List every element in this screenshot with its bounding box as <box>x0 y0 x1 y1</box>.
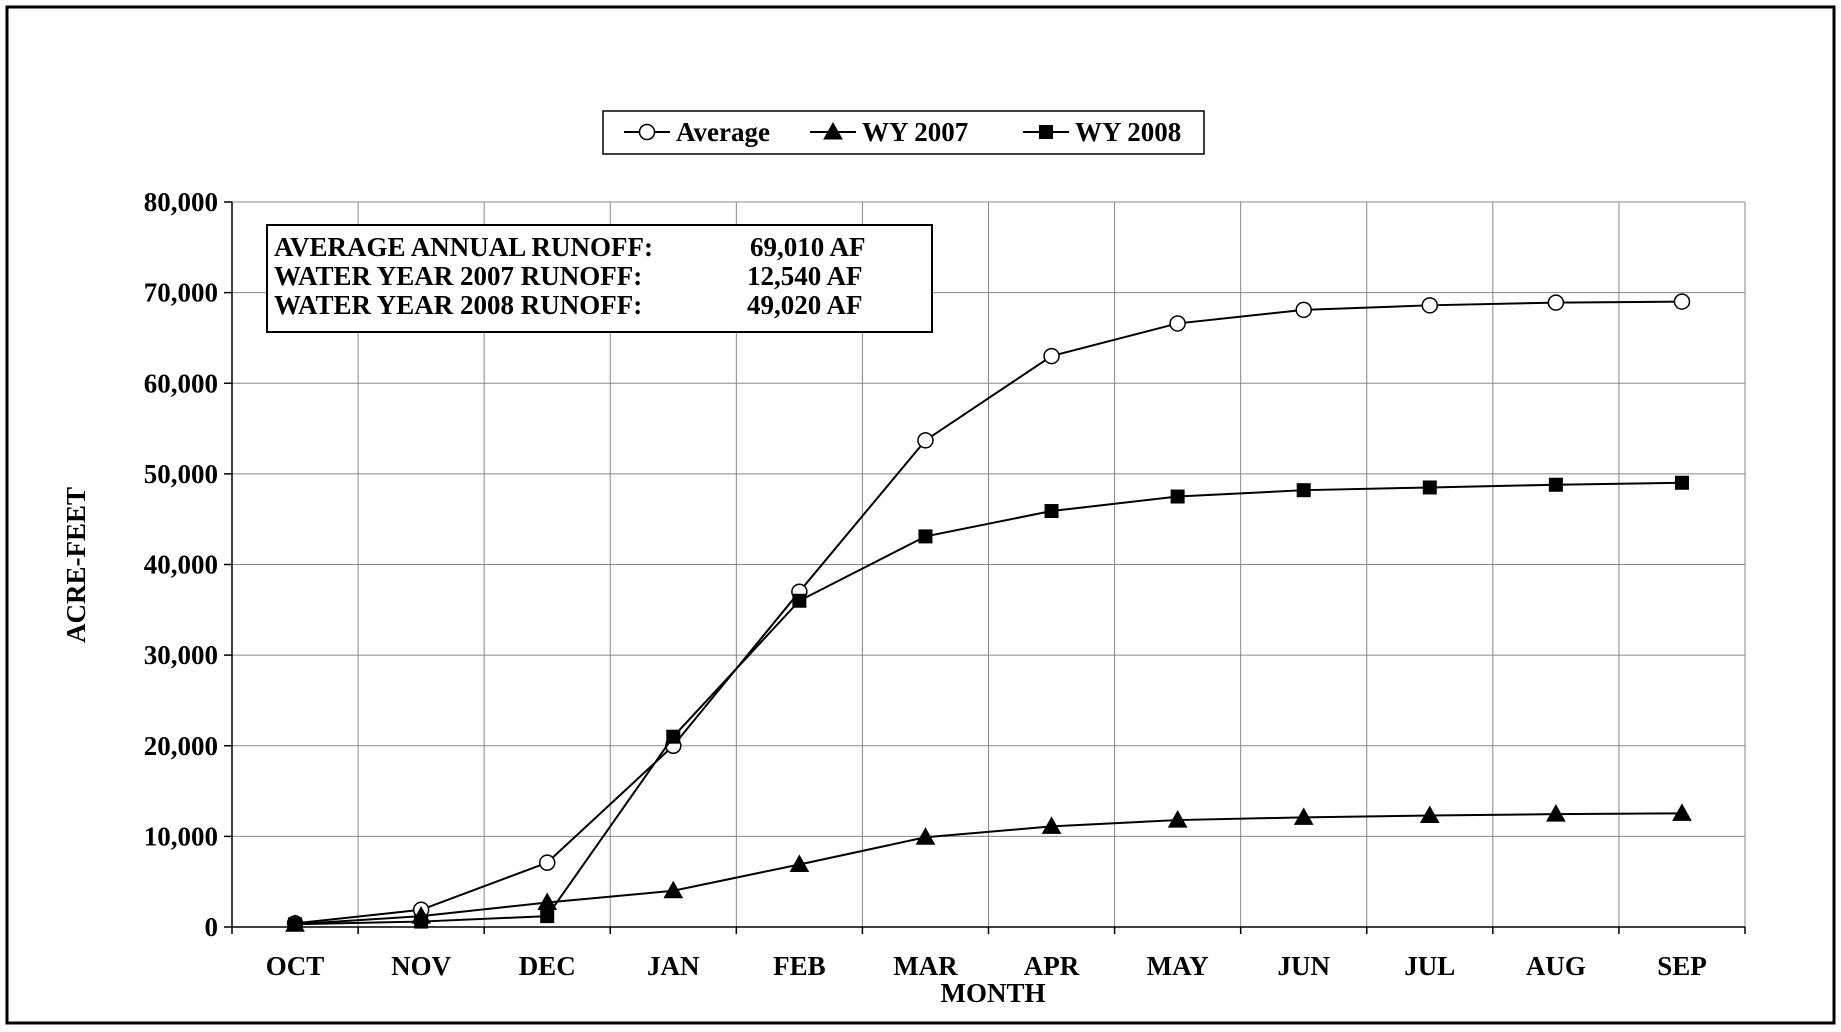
y-tick-label: 70,000 <box>144 278 218 308</box>
x-tick-label: JAN <box>647 951 700 981</box>
y-tick-label: 10,000 <box>144 821 218 851</box>
data-point <box>663 880 684 899</box>
x-tick-label: MAR <box>893 951 958 981</box>
series-line <box>294 300 1682 925</box>
data-point <box>540 909 555 924</box>
y-tick-label: 50,000 <box>144 459 218 489</box>
x-tick-label: NOV <box>391 951 452 981</box>
legend-marker <box>638 123 656 141</box>
data-point <box>1295 301 1312 319</box>
y-tick-label: 20,000 <box>144 731 218 761</box>
x-tick-label: JUN <box>1277 951 1330 981</box>
series-wy-2007 <box>285 803 1692 932</box>
y-tick-label: 60,000 <box>144 368 218 398</box>
data-point <box>1548 477 1563 492</box>
x-tick-label: FEB <box>773 951 826 981</box>
data-point <box>288 917 303 932</box>
data-point <box>1169 315 1186 332</box>
data-point <box>1547 294 1565 311</box>
x-tick-label: OCT <box>266 951 325 981</box>
data-point <box>1043 347 1060 365</box>
y-tick-labels: 0 10,000 20,000 30,000 40,000 50,000 60,000 70,… <box>144 187 218 942</box>
data-point <box>1422 480 1437 495</box>
data-point <box>792 593 807 608</box>
y-axis-title: ACRE-FEET <box>61 487 91 643</box>
grid <box>232 201 1746 927</box>
data-point <box>1672 803 1692 821</box>
annotation-label-wy2007: WATER YEAR 2007 RUNOFF: <box>274 261 642 291</box>
legend-label: Average <box>676 117 770 147</box>
series-line <box>295 481 1682 926</box>
data-point <box>1674 475 1689 490</box>
x-axis-title: MONTH <box>941 978 1046 1008</box>
x-tick-label: APR <box>1024 951 1080 981</box>
data-point <box>1546 804 1566 822</box>
data-point <box>1167 810 1188 828</box>
data-point <box>789 854 810 872</box>
series-group <box>285 293 1692 932</box>
runoff-annotation: AVERAGE ANNUAL RUNOFF: 69,010 AF WATER Y… <box>266 224 933 333</box>
x-tick-labels: OCT NOV DEC JAN FEB MAR APR MAY JUN JUL AUG SEP <box>266 951 1707 981</box>
legend-label: WY 2008 <box>1075 117 1181 147</box>
x-tick-label: DEC <box>519 951 576 981</box>
x-tick-label: AUG <box>1526 951 1586 981</box>
legend-marker <box>823 121 843 140</box>
data-point <box>666 729 681 744</box>
x-tick-label: SEP <box>1657 951 1707 981</box>
annotation-value-wy2007: 12,540 AF <box>747 261 863 291</box>
y-tick-label: 40,000 <box>144 550 218 580</box>
data-point <box>1419 805 1440 824</box>
legend-item-wy-2008: WY 2008 <box>1023 117 1181 147</box>
legend-label: WY 2007 <box>862 117 968 147</box>
data-point <box>915 827 936 845</box>
data-point <box>1044 504 1059 519</box>
legend-box <box>602 110 1205 155</box>
annotation-value-wy2008: 49,020 AF <box>747 290 863 320</box>
data-point <box>917 432 934 449</box>
annotation-label-average: AVERAGE ANNUAL RUNOFF: <box>274 232 653 262</box>
y-tick-label: 0 <box>205 912 219 942</box>
legend-item-average: Average <box>624 117 770 147</box>
data-point <box>1170 489 1185 504</box>
annotation-value-average: 69,010 AF <box>750 232 866 262</box>
legend-item-wy-2007: WY 2007 <box>810 117 968 147</box>
data-point <box>1673 293 1691 310</box>
legend-marker <box>1039 125 1053 139</box>
data-point <box>538 854 556 871</box>
data-point <box>1293 807 1314 825</box>
data-point <box>414 914 429 929</box>
annotation-box <box>266 224 933 333</box>
axes <box>224 201 1746 934</box>
legend: Average WY 2007 WY 2008 <box>602 110 1205 155</box>
series-wy-2008 <box>288 475 1689 932</box>
data-point <box>918 529 933 544</box>
x-tick-label: JUL <box>1404 951 1455 981</box>
x-tick-label: MAY <box>1147 951 1209 981</box>
series-line <box>294 812 1682 926</box>
data-point <box>1296 483 1311 498</box>
data-point <box>1421 297 1439 314</box>
outer-border <box>5 5 1836 1025</box>
annotation-label-wy2008: WATER YEAR 2008 RUNOFF: <box>274 290 642 320</box>
y-tick-label: 80,000 <box>144 187 218 217</box>
y-tick-label: 30,000 <box>144 640 218 670</box>
data-point <box>1041 816 1062 834</box>
